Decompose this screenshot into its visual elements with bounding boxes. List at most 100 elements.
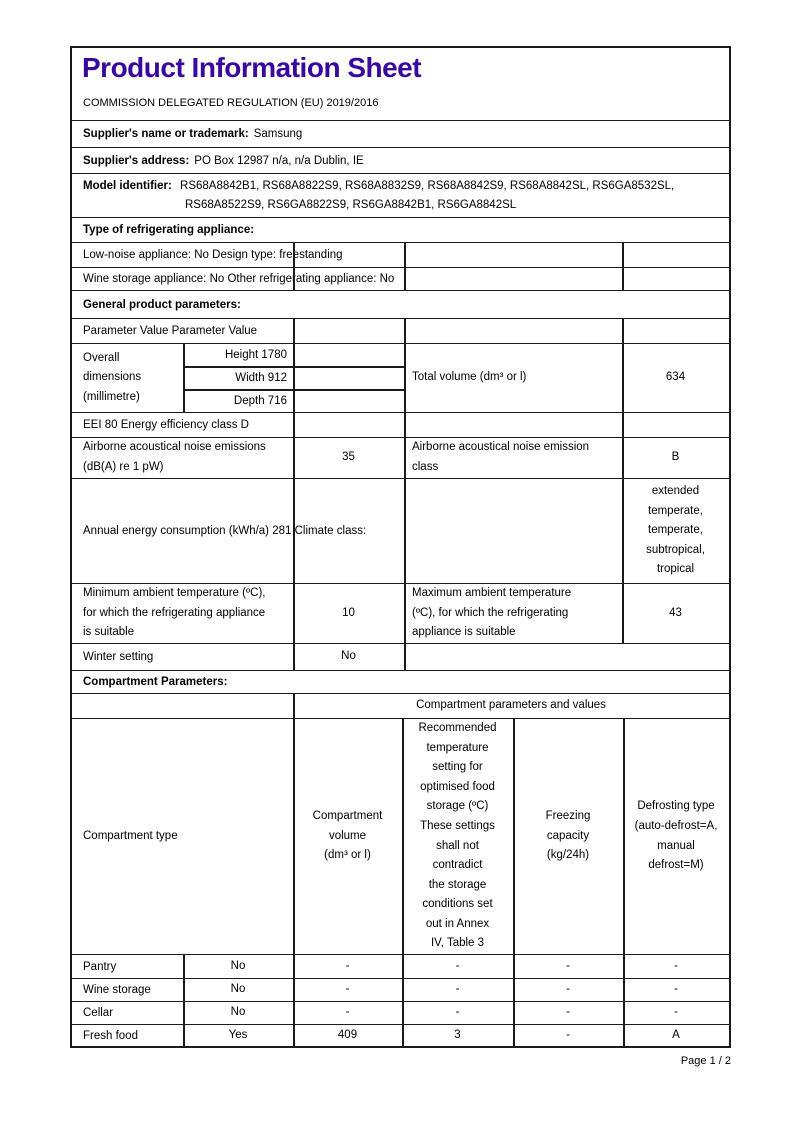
vertical-divider: [183, 344, 185, 412]
parameter-header-text: Parameter Value Parameter Value: [83, 325, 258, 337]
table-row: Cellar No - - - -: [72, 1001, 729, 1024]
model-identifier-label: Model identifier:: [83, 180, 172, 192]
vertical-divider: [623, 1002, 625, 1024]
supplier-name-row: Supplier's name or trademark: Samsung: [72, 120, 729, 147]
parameter-header-row: Parameter Value Parameter Value: [72, 318, 729, 343]
table-row: Pantry No - - - -: [72, 954, 729, 978]
ambient-temperature-row: Minimum ambient temperature (ºC), for wh…: [72, 583, 729, 643]
title-block: Product Information Sheet COMMISSION DEL…: [72, 48, 729, 120]
vertical-divider: [293, 438, 295, 478]
model-identifier-line2: RS68A8522S9, RS6GA8822S9, RS6GA8842B1, R…: [185, 199, 517, 211]
vertical-divider: [623, 955, 625, 978]
dimension-depth: Depth 716: [233, 395, 287, 407]
info-table: Product Information Sheet COMMISSION DEL…: [70, 46, 731, 1048]
regulation-subtitle: COMMISSION DELEGATED REGULATION (EU) 201…: [83, 97, 379, 109]
row-defrost: -: [674, 1006, 678, 1019]
vertical-divider: [622, 479, 624, 583]
vertical-divider: [622, 584, 624, 643]
wine-storage-appliance-row: Wine storage appliance: No Other refrige…: [72, 267, 729, 290]
total-volume-label: Total volume (dm³ or l): [412, 371, 527, 384]
row-volume: 409: [337, 1028, 358, 1041]
vertical-divider: [622, 243, 624, 267]
row-freezing: -: [566, 983, 570, 996]
vertical-divider: [513, 979, 515, 1001]
supplier-address-value: PO Box 12987 n/a, n/a Dublin, IE: [194, 154, 364, 167]
vertical-divider: [622, 268, 624, 290]
row-temp: -: [455, 1006, 460, 1019]
compartment-span-header-row: Compartment parameters and values: [72, 693, 729, 718]
vertical-divider: [293, 644, 295, 670]
row-type: Pantry: [83, 960, 117, 973]
vertical-divider: [623, 979, 625, 1001]
row-present: Yes: [228, 1028, 248, 1041]
max-ambient-value: 43: [669, 606, 682, 619]
general-heading: General product parameters:: [83, 298, 241, 311]
vertical-divider: [293, 979, 295, 1001]
vertical-divider: [622, 413, 624, 437]
row-volume: -: [345, 1006, 350, 1019]
col-header-compartment-type: Compartment type: [83, 829, 178, 842]
vertical-divider: [513, 1002, 515, 1024]
vertical-divider: [404, 319, 406, 343]
row-type: Wine storage: [83, 984, 151, 996]
row-volume: -: [345, 959, 350, 972]
compartment-column-header-row: Compartment type Compartment volume (dm³…: [72, 718, 729, 954]
min-ambient-value: 10: [342, 606, 355, 619]
noise-row: Airborne acoustical noise emissions (dB(…: [72, 437, 729, 478]
vertical-divider: [513, 1025, 515, 1046]
winter-setting-row: Winter setting No: [72, 643, 729, 670]
vertical-divider: [183, 979, 185, 1001]
noise-class-label: Airborne acoustical noise emission class: [412, 441, 590, 473]
row-temp: -: [455, 983, 460, 996]
col-header-volume: Compartment volume (dm³ or l): [312, 810, 383, 862]
type-heading: Type of refrigerating appliance:: [83, 224, 255, 236]
vertical-divider: [293, 955, 295, 978]
vertical-divider: [293, 243, 295, 267]
vertical-divider: [183, 1025, 185, 1046]
vertical-divider: [402, 1025, 404, 1046]
row-present: No: [230, 959, 246, 972]
supplier-name-value: Samsung: [253, 128, 303, 140]
vertical-divider: [293, 413, 295, 437]
page-title: Product Information Sheet: [82, 52, 422, 83]
vertical-divider: [183, 1002, 185, 1024]
compartment-heading: Compartment Parameters:: [83, 676, 228, 688]
supplier-address-row: Supplier's address: PO Box 12987 n/a, n/…: [72, 147, 729, 173]
annual-energy-row: Annual energy consumption (kWh/a) 281 Cl…: [72, 478, 729, 583]
low-noise-text: Low-noise appliance: No Design type: fre…: [83, 249, 343, 261]
dimension-height: Height 1780: [224, 349, 287, 361]
wine-storage-text: Wine storage appliance: No Other refrige…: [83, 273, 395, 285]
supplier-name-label: Supplier's name or trademark:: [83, 128, 249, 140]
row-defrost: -: [674, 983, 678, 996]
col-header-freezing: Freezing capacity (kg/24h): [545, 810, 591, 862]
table-row: Fresh food Yes 409 3 - A: [72, 1024, 729, 1046]
vertical-divider: [404, 644, 406, 670]
vertical-divider: [404, 268, 406, 290]
supplier-address-label: Supplier's address:: [83, 154, 190, 167]
dimensions-label: Overall dimensions (millimetre): [83, 351, 142, 403]
row-temp: -: [455, 959, 460, 972]
low-noise-row: Low-noise appliance: No Design type: fre…: [72, 242, 729, 267]
noise-label: Airborne acoustical noise emissions (dB(…: [83, 441, 266, 473]
noise-value: 35: [342, 451, 355, 464]
row-present: No: [230, 983, 246, 996]
vertical-divider: [404, 243, 406, 267]
col-header-defrost: Defrosting type (auto-defrost=A, manual …: [634, 800, 718, 872]
compartment-heading-row: Compartment Parameters:: [72, 670, 729, 693]
row-type: Cellar: [83, 1007, 114, 1019]
row-temp: 3: [454, 1028, 461, 1041]
vertical-divider: [293, 584, 295, 643]
vertical-divider: [513, 719, 515, 954]
vertical-divider: [293, 344, 295, 412]
dimension-width: Width 912: [235, 372, 287, 384]
vertical-divider: [404, 344, 406, 412]
compartment-span-header: Compartment parameters and values: [416, 699, 606, 712]
row-defrost: A: [672, 1028, 680, 1041]
vertical-divider: [402, 719, 404, 954]
general-heading-row: General product parameters:: [72, 290, 729, 318]
type-heading-row: Type of refrigerating appliance:: [72, 217, 729, 242]
page-number: Page 1 / 2: [680, 1055, 731, 1067]
vertical-divider: [513, 955, 515, 978]
annual-energy-text: Annual energy consumption (kWh/a) 281 Cl…: [83, 525, 367, 537]
